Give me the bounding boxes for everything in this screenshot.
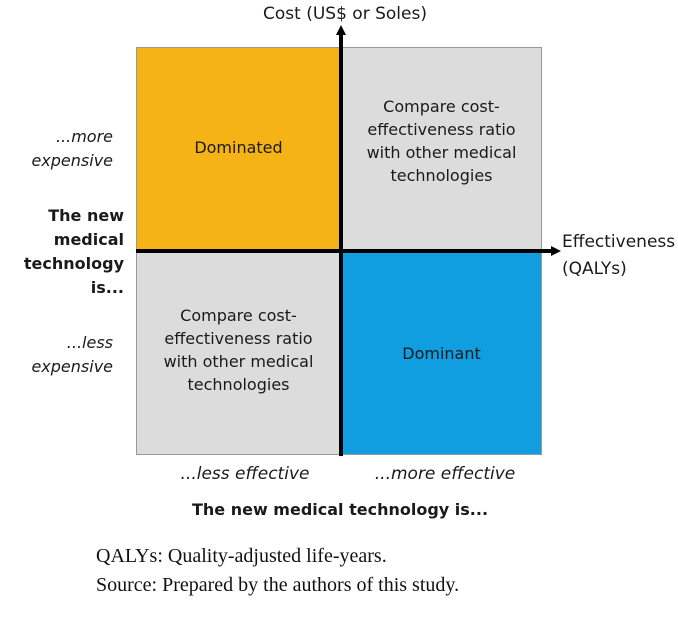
abbreviation-note: QALYs: Quality-adjusted life-years. — [96, 545, 387, 567]
less-expensive-label: ...less expensive — [31, 333, 113, 376]
more-effective-label: ...more effective — [374, 464, 516, 484]
x-axis-title-line1: Effectiveness — [562, 232, 676, 252]
y-axis-title: Cost (US$ or Soles) — [263, 4, 427, 24]
x-axis-title-line2: (QALYs) — [562, 259, 627, 279]
source-note: Source: Prepared by the authors of this … — [96, 574, 460, 596]
quadrant-dominated-label: Dominated — [194, 138, 283, 157]
side-subject-label: The new medical technology is... — [23, 206, 124, 297]
more-expensive-label: ...more expensive — [31, 127, 113, 170]
quadrant-dominant-label: Dominant — [402, 344, 481, 363]
quadrant-compare-upper-label: Compare cost-effectiveness ratio with ot… — [366, 96, 517, 185]
x-axis-title: Effectiveness (QALYs) — [562, 229, 675, 283]
less-effective-label: ...less effective — [180, 464, 310, 484]
bottom-subject-label: The new medical technology is... — [191, 500, 489, 519]
quadrant-dominated: Dominated — [136, 47, 341, 252]
quadrant-compare-lower-label: Compare cost-effectiveness ratio with ot… — [163, 305, 314, 394]
quadrant-compare-lower: Compare cost-effectiveness ratio with ot… — [136, 252, 341, 455]
quadrant-dominant: Dominant — [341, 252, 542, 455]
quadrant-compare-upper: Compare cost-effectiveness ratio with ot… — [341, 47, 542, 252]
